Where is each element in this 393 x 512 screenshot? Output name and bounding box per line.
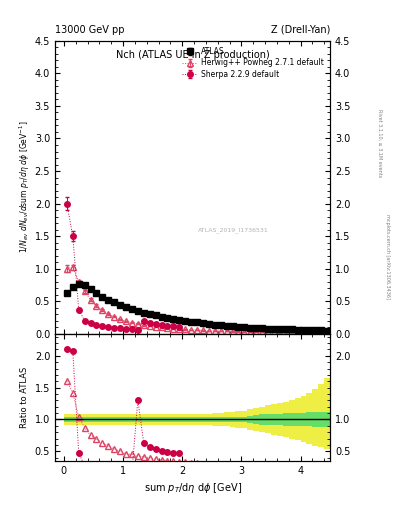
Text: 13000 GeV pp: 13000 GeV pp: [55, 25, 125, 35]
Text: ATLAS_2019_I1736531: ATLAS_2019_I1736531: [198, 227, 269, 233]
X-axis label: sum $p_T$/d$\eta$ d$\phi$ [GeV]: sum $p_T$/d$\eta$ d$\phi$ [GeV]: [143, 481, 242, 495]
Y-axis label: Ratio to ATLAS: Ratio to ATLAS: [20, 367, 29, 428]
Y-axis label: $1/N_{ev}\ dN_{ev}/d\mathrm{sum}\ p_T/d\eta\ d\phi\ [\mathrm{GeV}^{-1}]$: $1/N_{ev}\ dN_{ev}/d\mathrm{sum}\ p_T/d\…: [17, 121, 32, 253]
Text: Rivet 3.1.10, ≥ 3.1M events: Rivet 3.1.10, ≥ 3.1M events: [377, 109, 382, 178]
Text: Z (Drell-Yan): Z (Drell-Yan): [271, 25, 330, 35]
Text: Nch (ATLAS UE in Z production): Nch (ATLAS UE in Z production): [116, 50, 270, 60]
Legend: ATLAS, Herwig++ Powheg 2.7.1 default, Sherpa 2.2.9 default: ATLAS, Herwig++ Powheg 2.7.1 default, Sh…: [180, 45, 326, 81]
Text: mcplots.cern.ch [arXiv:1306.3436]: mcplots.cern.ch [arXiv:1306.3436]: [385, 214, 389, 298]
